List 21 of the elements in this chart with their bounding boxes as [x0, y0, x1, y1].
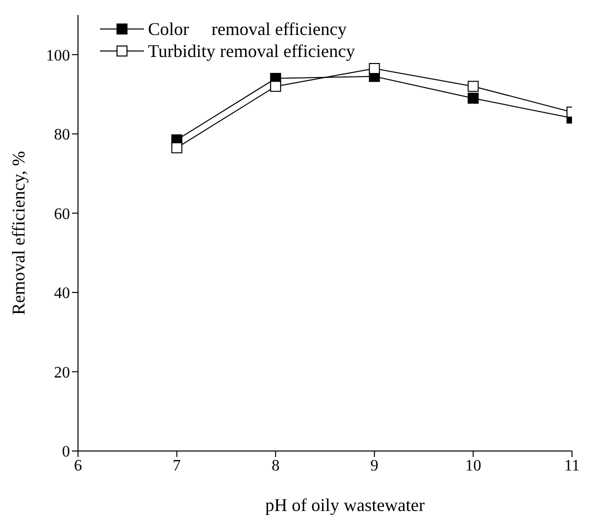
point [171, 142, 182, 154]
x-tick-label: 8 [272, 457, 280, 474]
y-tick-label: 100 [46, 47, 70, 64]
x-tick-label: 11 [564, 457, 580, 474]
x-axis-title: pH of oily wastewater [265, 495, 425, 515]
point [468, 92, 479, 104]
y-tick-label: 20 [54, 364, 70, 382]
y-tick-label: 0 [62, 444, 70, 461]
y-tick-label: 60 [54, 206, 70, 223]
y-tick-label: 80 [54, 126, 70, 144]
point [270, 80, 282, 92]
x-tick-label: 7 [172, 457, 181, 474]
x-tick-label: 9 [370, 457, 378, 474]
legend-label: Turbidity removal efficiency [148, 40, 355, 62]
x-tick-label: 10 [465, 457, 482, 474]
legend-label: Color removal efficiency [148, 18, 347, 40]
y-axis-title: Removal efficiency, % [8, 151, 28, 315]
y-tick-label: 40 [54, 285, 70, 302]
x-tick-label: 6 [74, 457, 82, 474]
point [368, 63, 380, 74]
point [468, 80, 479, 92]
